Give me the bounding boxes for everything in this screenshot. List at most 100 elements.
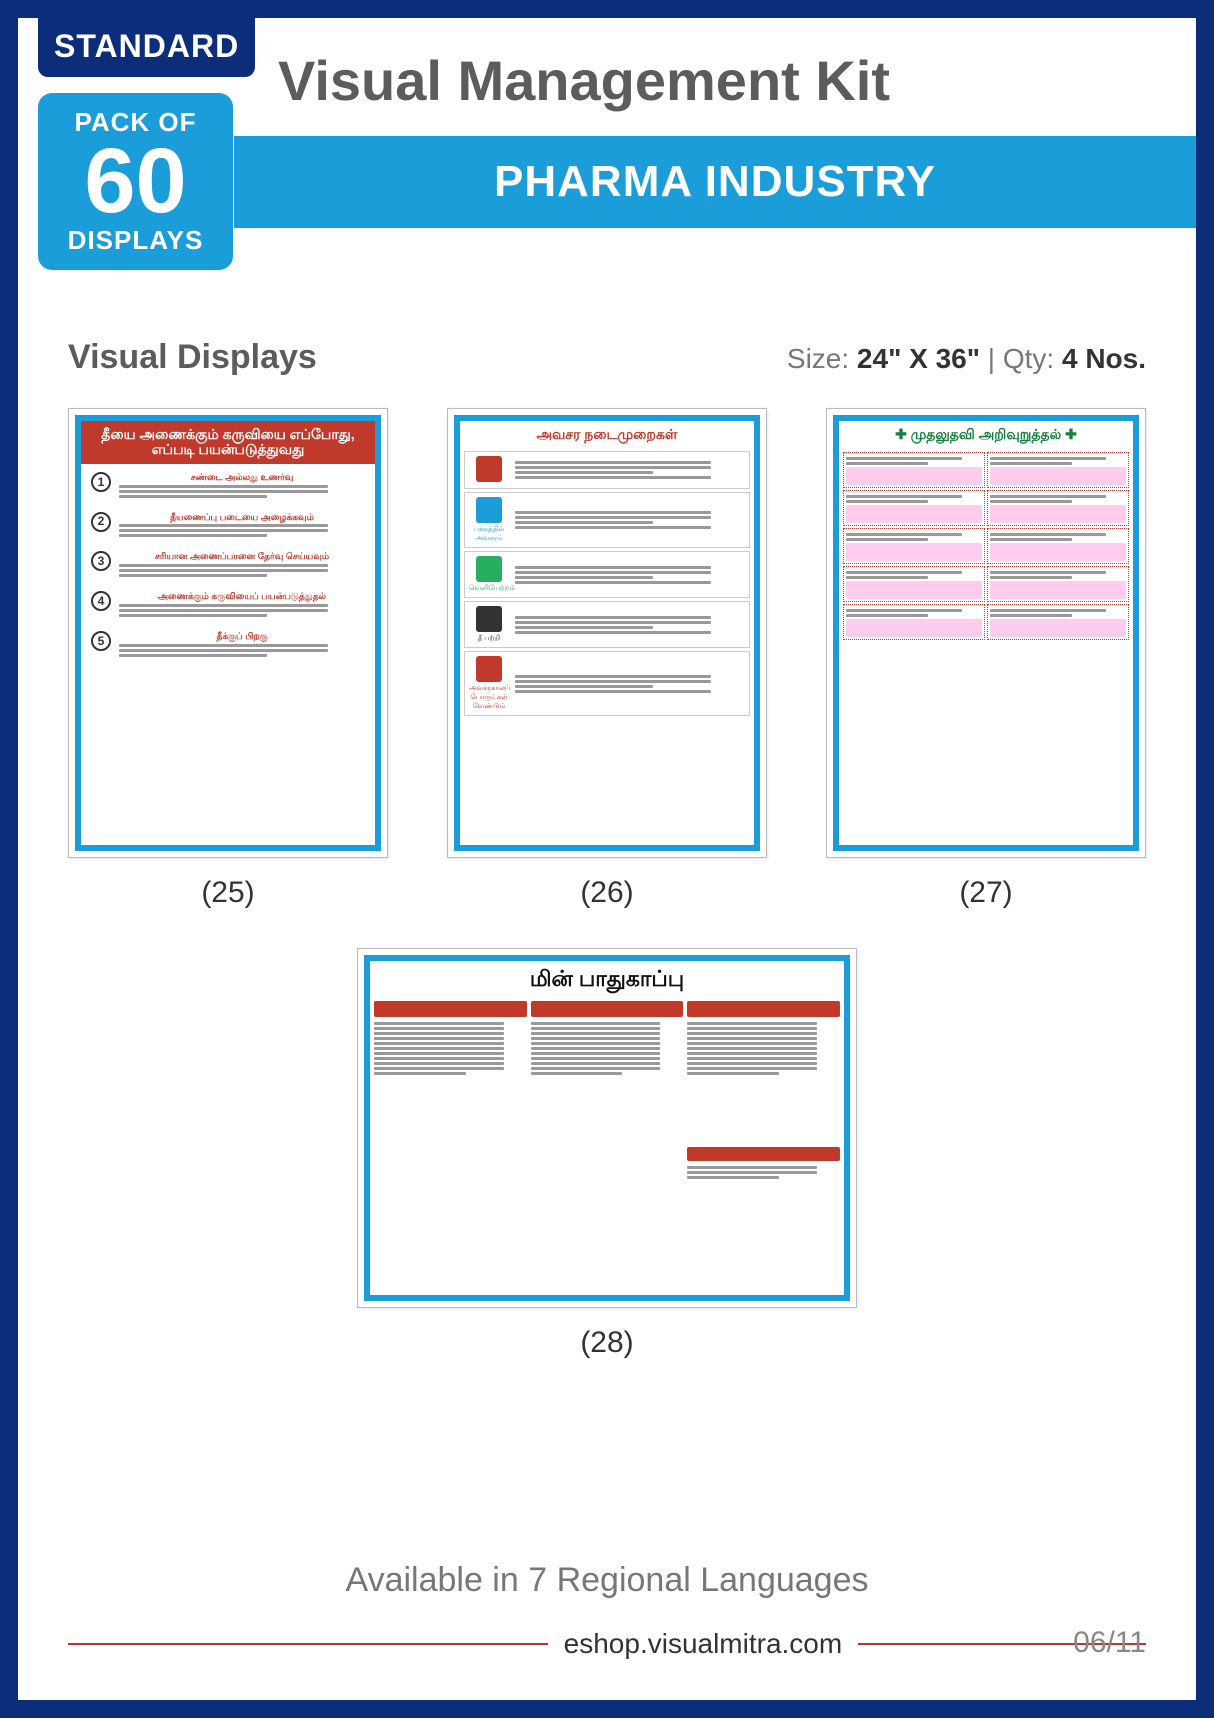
procedure-icon <box>476 656 502 682</box>
poster-26: அவசர நடைமுறைகள் பக்கத்தில் அவசரம் வெளியேற… <box>447 408 767 910</box>
firstaid-cell <box>987 452 1129 488</box>
procedure-row: பக்கத்தில் அவசரம் <box>464 492 750 548</box>
step-number-icon: 3 <box>91 551 111 571</box>
procedure-row: அவசரகாலப் பொருட்கள் வேண்டும் <box>464 651 750 716</box>
page-title: Visual Management Kit <box>278 48 890 113</box>
firstaid-cell <box>843 452 985 488</box>
procedure-label: பக்கத்தில் அவசரம் <box>469 525 509 543</box>
size-label: Size: <box>787 343 849 374</box>
firstaid-cell <box>843 490 985 526</box>
step-heading: அணைக்கும் கருவியைப் பயன்படுத்துதல் <box>119 591 365 602</box>
step-body-lines <box>119 564 365 577</box>
section-title: Visual Displays <box>68 338 317 377</box>
firstaid-cell <box>987 528 1129 564</box>
step-heading: சண்டை அல்லது உணர்வு <box>119 472 365 483</box>
pack-displays-label: DISPLAYS <box>46 225 225 256</box>
step-number-icon: 2 <box>91 512 111 532</box>
footer-rule-left <box>68 1643 548 1645</box>
step-heading: தீக்குப் பிறகு <box>119 631 365 642</box>
column-header-bar <box>374 1001 527 1017</box>
page-frame: STANDARD PACK OF 60 DISPLAYS Visual Mana… <box>0 0 1214 1718</box>
procedure-row <box>464 451 750 489</box>
section-meta: Size: 24" X 36" | Qty: 4 Nos. <box>787 343 1146 375</box>
badge-standard: STANDARD <box>38 18 255 77</box>
poster-25: தீயை அணைக்கும் கருவியை எப்போது, எப்படி ப… <box>68 408 388 910</box>
procedure-icon <box>476 456 502 482</box>
column-body-lines <box>687 1164 840 1288</box>
step-number-icon: 1 <box>91 472 111 492</box>
procedure-label: வெளியேற்றம் <box>469 584 509 593</box>
procedure-icon <box>476 497 502 523</box>
procedure-text-lines <box>515 509 745 531</box>
step-body-lines <box>119 524 365 537</box>
step-body-lines <box>119 604 365 617</box>
procedure-icon <box>476 556 502 582</box>
poster-frame: தீயை அணைக்கும் கருவியை எப்போது, எப்படி ப… <box>68 408 388 858</box>
safety-column <box>687 1001 840 1287</box>
qty-label: Qty: <box>1003 343 1054 374</box>
column-header-bar <box>687 1001 840 1017</box>
poster-frame: அவசர நடைமுறைகள் பக்கத்தில் அவசரம் வெளியேற… <box>447 408 767 858</box>
procedure-text-lines <box>515 673 745 695</box>
poster-title: மின் பாதுகாப்பு <box>370 961 844 997</box>
safety-column <box>531 1001 684 1287</box>
poster-step: 2 தீயணைப்பு படையை அழைக்கவும் <box>85 508 371 544</box>
poster-step: 3சரியான அணைப்பானை தேர்வு செய்யவும் <box>85 547 371 583</box>
safety-column <box>374 1001 527 1287</box>
procedure-text-lines <box>515 614 745 636</box>
footer-url-row: eshop.visualmitra.com <box>68 1628 1146 1660</box>
poster-title: அவசர நடைமுறைகள் <box>460 421 754 448</box>
step-body-lines <box>119 644 365 657</box>
column-body-lines <box>687 1020 840 1144</box>
poster-title: ✚ முதலுதவி அறிவுறுத்தல் ✚ <box>839 421 1133 448</box>
firstaid-cell <box>843 604 985 640</box>
footer-url: eshop.visualmitra.com <box>564 1628 843 1660</box>
poster-number: (26) <box>447 876 767 910</box>
poster-27: ✚ முதலுதவி அறிவுறுத்தல் ✚ (27) <box>826 408 1146 910</box>
procedure-text-lines <box>515 459 745 481</box>
column-header-bar <box>687 1147 840 1161</box>
firstaid-cell <box>843 528 985 564</box>
poster-row-1: தீயை அணைக்கும் கருவியை எப்போது, எப்படி ப… <box>68 408 1146 910</box>
firstaid-cell <box>843 566 985 602</box>
size-value: 24" X 36" <box>857 343 980 374</box>
section-header-row: Visual Displays Size: 24" X 36" | Qty: 4… <box>68 338 1146 377</box>
procedure-label: அவசரகாலப் பொருட்கள் வேண்டும் <box>469 684 509 711</box>
poster-frame: ✚ முதலுதவி அறிவுறுத்தல் ✚ <box>826 408 1146 858</box>
badge-pack: PACK OF 60 DISPLAYS <box>38 93 233 270</box>
step-body-lines <box>119 485 365 498</box>
firstaid-cell <box>987 566 1129 602</box>
footer-languages: Available in 7 Regional Languages <box>18 1561 1196 1600</box>
procedure-row: தீ பற்றி <box>464 601 750 648</box>
poster-inner: ✚ முதலுதவி அறிவுறுத்தல் ✚ <box>833 415 1139 851</box>
procedure-label: தீ பற்றி <box>469 634 509 643</box>
poster-inner: மின் பாதுகாப்பு <box>364 955 850 1301</box>
poster-step: 1 சண்டை அல்லது உணர்வு <box>85 468 371 504</box>
step-number-icon: 4 <box>91 591 111 611</box>
procedure-icon <box>476 606 502 632</box>
qty-value: 4 Nos. <box>1062 343 1146 374</box>
procedure-row: வெளியேற்றம் <box>464 551 750 598</box>
poster-number: (25) <box>68 876 388 910</box>
column-body-lines <box>531 1020 684 1287</box>
step-heading: தீயணைப்பு படையை அழைக்கவும் <box>119 512 365 523</box>
meta-sep: | <box>988 343 1003 374</box>
pack-count: 60 <box>46 138 225 225</box>
procedure-text-lines <box>515 564 745 586</box>
industry-banner: PHARMA INDUSTRY <box>234 136 1196 228</box>
firstaid-cell <box>987 604 1129 640</box>
poster-inner: அவசர நடைமுறைகள் பக்கத்தில் அவசரம் வெளியேற… <box>454 415 760 851</box>
poster-step: 4 அணைக்கும் கருவியைப் பயன்படுத்துதல் <box>85 587 371 623</box>
step-number-icon: 5 <box>91 631 111 651</box>
page-number: 06/11 <box>1073 1626 1146 1660</box>
column-header-bar <box>531 1001 684 1017</box>
poster-step: 5 தீக்குப் பிறகு <box>85 627 371 663</box>
poster-row-2: மின் பாதுகாப்பு (28) <box>68 948 1146 1360</box>
poster-number: (27) <box>826 876 1146 910</box>
column-body-lines <box>374 1020 527 1287</box>
poster-number: (28) <box>357 1326 857 1360</box>
poster-28: மின் பாதுகாப்பு (28) <box>357 948 857 1360</box>
poster-title: தீயை அணைக்கும் கருவியை எப்போது, எப்படி ப… <box>81 421 375 464</box>
poster-frame: மின் பாதுகாப்பு <box>357 948 857 1308</box>
poster-inner: தீயை அணைக்கும் கருவியை எப்போது, எப்படி ப… <box>75 415 381 851</box>
